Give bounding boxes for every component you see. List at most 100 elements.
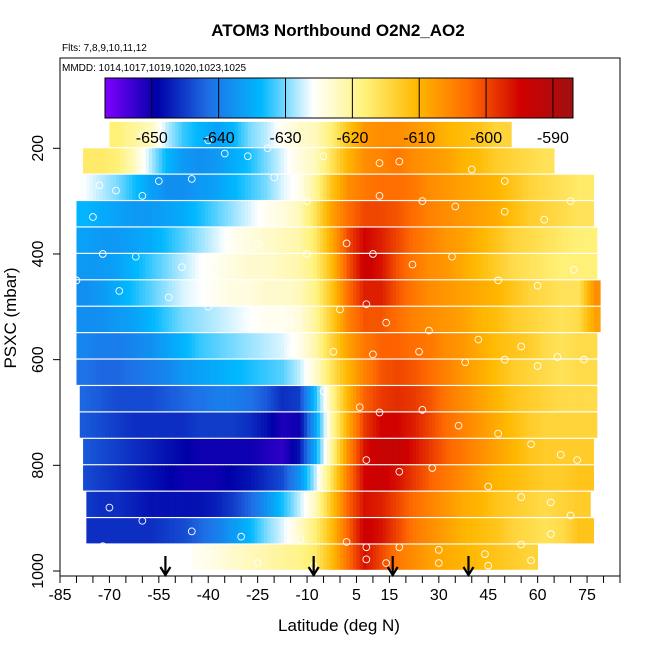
heatmap-cell bbox=[191, 386, 196, 412]
heatmap-cell bbox=[260, 253, 265, 280]
heatmap-cell bbox=[491, 227, 496, 253]
heatmap-cell bbox=[83, 412, 87, 438]
heatmap-cell bbox=[455, 174, 459, 200]
heatmap-cell bbox=[478, 518, 483, 544]
heatmap-cell bbox=[254, 386, 259, 412]
heatmap-cell bbox=[498, 174, 502, 200]
heatmap-cell bbox=[333, 227, 338, 253]
heatmap-cell bbox=[188, 359, 193, 385]
heatmap-cell bbox=[198, 518, 203, 544]
heatmap-cell bbox=[527, 174, 532, 200]
heatmap-cell bbox=[260, 412, 265, 438]
heatmap-cell bbox=[550, 438, 555, 465]
heatmap-cell bbox=[92, 227, 97, 253]
observation-point bbox=[415, 347, 423, 356]
heatmap-cell bbox=[172, 306, 176, 333]
heatmap-cell bbox=[452, 227, 456, 253]
heatmap-cell bbox=[234, 465, 239, 491]
heatmap-cell bbox=[208, 333, 212, 359]
heatmap-cell bbox=[162, 253, 166, 280]
heatmap-cell bbox=[191, 491, 196, 517]
heatmap-cell bbox=[511, 227, 515, 253]
heatmap-cell bbox=[547, 201, 552, 227]
heatmap-cell bbox=[224, 491, 229, 517]
heatmap-cell bbox=[135, 306, 140, 333]
heatmap-cell bbox=[208, 121, 212, 148]
heatmap-cell bbox=[438, 280, 443, 306]
heatmap-cell bbox=[369, 544, 374, 570]
heatmap-cell bbox=[178, 518, 183, 544]
heatmap-cell bbox=[307, 306, 311, 333]
heatmap-cell bbox=[428, 333, 433, 359]
heatmap-cell bbox=[521, 227, 525, 253]
heatmap-cell bbox=[501, 253, 506, 280]
heatmap-cell bbox=[448, 148, 453, 174]
heatmap-cell bbox=[527, 333, 532, 359]
heatmap-cell bbox=[260, 491, 265, 517]
heatmap-cell bbox=[372, 333, 377, 359]
heatmap-cell bbox=[79, 359, 84, 385]
heatmap-cell bbox=[547, 174, 552, 200]
heatmap-cell bbox=[307, 333, 311, 359]
heatmap-cell bbox=[316, 201, 321, 227]
heatmap-cell bbox=[112, 227, 117, 253]
heatmap-cell bbox=[580, 386, 585, 412]
heatmap-cell bbox=[106, 201, 110, 227]
heatmap-cell bbox=[340, 359, 344, 385]
heatmap-cell bbox=[392, 227, 397, 253]
heatmap-cell bbox=[501, 174, 506, 200]
heatmap-cell bbox=[577, 359, 581, 385]
heatmap-cell bbox=[484, 518, 489, 544]
heatmap-cell bbox=[448, 412, 453, 438]
heatmap-cell bbox=[376, 333, 380, 359]
heatmap-cell bbox=[284, 518, 288, 544]
heatmap-cell bbox=[524, 491, 529, 517]
heatmap-cell bbox=[135, 174, 140, 200]
heatmap-cell bbox=[168, 227, 173, 253]
heatmap-cell bbox=[201, 253, 206, 280]
heatmap-cell bbox=[379, 280, 384, 306]
heatmap-cell bbox=[540, 386, 545, 412]
heatmap-cell bbox=[379, 174, 384, 200]
observation-point bbox=[253, 239, 262, 248]
heatmap-cell bbox=[218, 148, 222, 174]
heatmap-cell bbox=[191, 465, 196, 491]
heatmap-cell bbox=[218, 359, 222, 385]
heatmap-cell bbox=[376, 544, 380, 570]
heatmap-cell bbox=[300, 253, 305, 280]
heatmap-cell bbox=[188, 306, 193, 333]
heatmap-cell bbox=[382, 174, 387, 200]
heatmap-cell bbox=[204, 201, 209, 227]
heatmap-cell bbox=[521, 544, 525, 570]
heatmap-cell bbox=[231, 333, 235, 359]
heatmap-cell bbox=[531, 227, 535, 253]
heatmap-cell bbox=[287, 333, 291, 359]
heatmap-cell bbox=[125, 386, 130, 412]
heatmap-cell bbox=[396, 201, 400, 227]
heatmap-cell bbox=[172, 174, 176, 200]
heatmap-cell bbox=[158, 333, 163, 359]
heatmap-cell bbox=[372, 491, 377, 517]
heatmap-cell bbox=[534, 280, 539, 306]
heatmap-cell bbox=[260, 518, 265, 544]
heatmap-cell bbox=[201, 280, 206, 306]
heatmap-cell bbox=[340, 518, 344, 544]
heatmap-cell bbox=[320, 438, 324, 465]
heatmap-cell bbox=[465, 306, 469, 333]
heatmap-cell bbox=[119, 359, 123, 385]
heatmap-cell bbox=[122, 253, 127, 280]
heatmap-cell bbox=[139, 359, 143, 385]
heatmap-cell bbox=[587, 306, 591, 333]
heatmap-cell bbox=[221, 148, 226, 174]
heatmap-cell bbox=[99, 148, 104, 174]
heatmap-cell bbox=[320, 280, 324, 306]
heatmap-cell bbox=[369, 518, 374, 544]
observation-point bbox=[375, 408, 384, 417]
heatmap-cell bbox=[366, 306, 371, 333]
heatmap-cell bbox=[293, 386, 298, 412]
heatmap-cell bbox=[511, 174, 515, 200]
heatmap-cell bbox=[270, 201, 275, 227]
heatmap-cell bbox=[389, 491, 394, 517]
observation-point bbox=[382, 559, 390, 567]
heatmap-cell bbox=[99, 386, 104, 412]
